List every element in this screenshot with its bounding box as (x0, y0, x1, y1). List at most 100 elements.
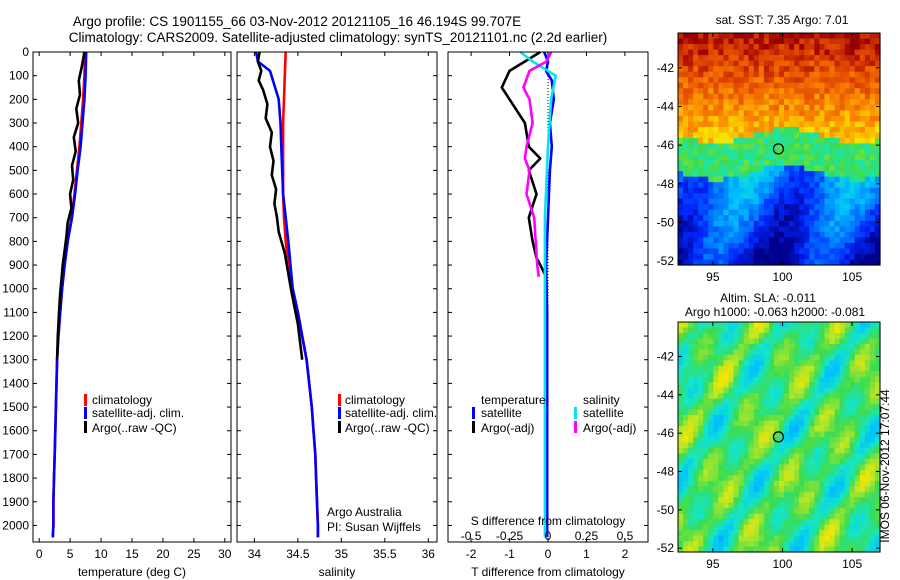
map-cell (693, 376, 699, 383)
y-tick-label: 200 (9, 92, 29, 106)
map-cell (839, 126, 846, 134)
map-cell (859, 437, 866, 444)
map-cell (718, 442, 725, 449)
map-cell (678, 171, 684, 178)
map-cell (683, 475, 689, 482)
map-cell (713, 242, 719, 250)
map-cell (688, 409, 694, 416)
map-cell (738, 409, 745, 416)
map-cell (824, 404, 831, 411)
map-cell (733, 519, 740, 526)
map-cell (824, 209, 831, 216)
map-cell (849, 343, 856, 350)
map-cell (824, 149, 831, 156)
map-cell (743, 88, 750, 95)
map-cell (799, 171, 805, 178)
map-cell (683, 519, 689, 526)
map-cell (688, 349, 694, 356)
map-cell (693, 82, 699, 89)
map-cell (829, 393, 836, 400)
map-cell (708, 415, 714, 422)
map-cell (799, 442, 805, 449)
map-cell (799, 404, 805, 411)
map-cell (713, 198, 719, 205)
map-cell (794, 349, 800, 356)
map-cell (859, 371, 866, 378)
map-cell (693, 535, 699, 542)
map-cell (758, 524, 765, 531)
map-cell (839, 110, 846, 117)
map-cell (713, 464, 719, 471)
map-cell (814, 182, 820, 189)
map-cell (834, 82, 841, 89)
map-cell (743, 182, 750, 189)
map-cell (834, 88, 841, 95)
map-cell (693, 519, 699, 526)
map-cell (849, 71, 856, 78)
map-cell (864, 198, 871, 205)
x-tick-label: 5 (67, 547, 74, 561)
map-cell (799, 176, 805, 183)
map-cell (723, 248, 730, 255)
map-cell (869, 215, 876, 222)
map-cell (864, 71, 871, 78)
map-cell (799, 458, 805, 465)
map-cell (839, 55, 846, 62)
map-cell (688, 82, 694, 89)
map-cell (834, 220, 841, 227)
map-cell (708, 49, 714, 56)
map-cell (824, 231, 831, 238)
map-cell (678, 176, 684, 183)
map-cell (784, 115, 790, 122)
map-cell (698, 237, 704, 244)
map-cell (869, 248, 876, 255)
map-cell (763, 38, 770, 45)
map-cell (698, 502, 704, 509)
map-cell (738, 365, 745, 372)
map-cell (794, 464, 800, 471)
map-cell (748, 115, 755, 122)
map-cell (763, 193, 770, 200)
map-cell (844, 387, 851, 394)
map-cell (703, 104, 709, 111)
map-cell (849, 55, 856, 62)
map-cell (678, 44, 684, 51)
map-cell (864, 376, 871, 383)
x-tick-label: 105 (842, 557, 862, 571)
map-cell (703, 215, 709, 222)
map-cell (789, 209, 795, 216)
map-cell (708, 420, 714, 427)
map-cell (869, 93, 876, 100)
map-cell (753, 66, 760, 73)
map-cell (804, 226, 810, 233)
map-cell (844, 198, 851, 205)
map-cell (708, 215, 714, 222)
x-tick-label: -1 (504, 547, 515, 561)
map-cell (708, 447, 714, 455)
map-cell (854, 524, 861, 531)
map-cell (743, 508, 750, 515)
map-cell (804, 376, 810, 383)
credit-line-2: PI: Susan Wijffels (327, 520, 421, 534)
map-cell (784, 248, 790, 255)
map-cell (844, 343, 851, 350)
map-cell (768, 393, 775, 400)
map-cell (784, 143, 790, 150)
map-cell (814, 171, 820, 178)
map-cell (859, 475, 866, 482)
map-cell (718, 104, 725, 111)
map-cell (678, 486, 684, 493)
x-tick-label: 35 (335, 547, 349, 561)
map-cell (849, 530, 856, 537)
map-cell (799, 354, 805, 361)
map-cell (683, 415, 689, 422)
map-cell (718, 491, 725, 498)
map-cell (723, 486, 730, 493)
map-cell (678, 60, 684, 67)
map-cell (794, 253, 800, 261)
map-cell (824, 458, 831, 465)
map-cell (819, 60, 826, 67)
map-cell (683, 44, 689, 51)
map-cell (753, 220, 760, 227)
map-cell (784, 66, 790, 73)
